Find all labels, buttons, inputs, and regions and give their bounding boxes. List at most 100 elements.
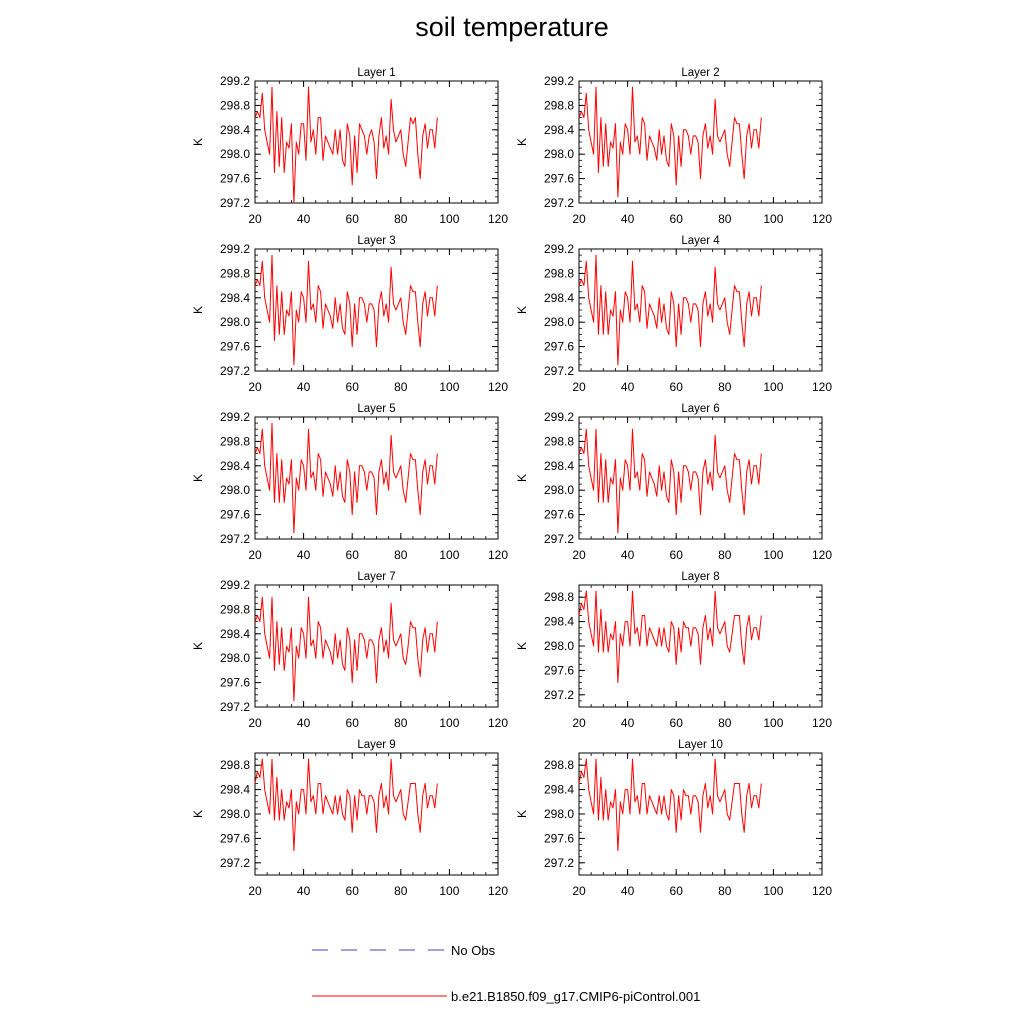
panel5-series-line — [254, 422, 438, 534]
panel9-y-tick-label: 297.2 — [220, 856, 250, 870]
panel5-y-tick-label: 297.6 — [220, 508, 250, 522]
panel6-y-axis-label: K — [515, 474, 529, 482]
panel5-x-tick-label: 80 — [394, 548, 408, 562]
panel9-x-tick-label: 20 — [248, 884, 262, 898]
panel1-y-tick-label: 298.4 — [220, 123, 250, 137]
panel4-y-tick-label: 298.8 — [544, 266, 574, 280]
panel8-x-tick-label: 40 — [621, 716, 635, 730]
panel7-title: Layer 7 — [357, 571, 395, 583]
panel1-x-tick-label: 100 — [439, 212, 459, 226]
panel2-x-tick-label: 60 — [670, 212, 684, 226]
panel3-title: Layer 3 — [357, 235, 395, 247]
panel5-x-tick-label: 120 — [488, 548, 508, 562]
panel4-y-tick-label: 297.6 — [544, 340, 574, 354]
panel6-y-tick-label: 299.2 — [544, 410, 574, 424]
panel7-y-tick-label: 297.6 — [220, 676, 250, 690]
panel2-x-tick-label: 80 — [718, 212, 732, 226]
panel5-x-tick-label: 20 — [248, 548, 262, 562]
panel8-y-tick-label: 298.8 — [544, 590, 574, 604]
panel1-y-tick-label: 299.2 — [220, 74, 250, 88]
panel10-x-tick-label: 40 — [621, 884, 635, 898]
panel6-series-line — [578, 428, 762, 534]
panel9-x-tick-label: 60 — [346, 884, 360, 898]
panel10-x-tick-label: 120 — [812, 884, 832, 898]
panel5-y-tick-label: 298.0 — [220, 483, 250, 497]
panel4-x-tick-label: 40 — [621, 380, 635, 394]
panel4-x-tick-label: 120 — [812, 380, 832, 394]
panel7-series-line — [254, 596, 438, 702]
panel7-y-tick-label: 298.8 — [220, 602, 250, 616]
panel6-x-tick-label: 40 — [621, 548, 635, 562]
panel6-y-tick-label: 298.8 — [544, 434, 574, 448]
panel4-y-axis-label: K — [515, 306, 529, 314]
panel1-y-tick-label: 297.2 — [220, 196, 250, 210]
panel2-x-tick-label: 100 — [763, 212, 783, 226]
panel1-x-tick-label: 40 — [297, 212, 311, 226]
panel8-y-tick-label: 297.2 — [544, 688, 574, 702]
panel8-y-tick-label: 298.0 — [544, 639, 574, 653]
panel3-y-tick-label: 297.6 — [220, 340, 250, 354]
panel5-y-tick-label: 299.2 — [220, 410, 250, 424]
panel3-y-tick-label: 298.4 — [220, 291, 250, 305]
legend-model-label: b.e21.B1850.f09_g17.CMIP6-piControl.001 — [451, 989, 700, 1004]
panel5-plot-frame — [254, 416, 499, 540]
panel2-plot-frame — [578, 80, 823, 204]
panel5-y-tick-label: 298.4 — [220, 459, 250, 473]
panel4-x-tick-label: 80 — [718, 380, 732, 394]
panel2-y-tick-label: 298.4 — [544, 123, 574, 137]
panel4-title: Layer 4 — [681, 235, 720, 247]
panel2-x-tick-label: 120 — [812, 212, 832, 226]
panel10-x-tick-label: 80 — [718, 884, 732, 898]
panel9-y-tick-label: 298.0 — [220, 807, 250, 821]
panel9-x-tick-label: 80 — [394, 884, 408, 898]
panel2-x-tick-label: 20 — [572, 212, 586, 226]
legend-no-obs-label: No Obs — [451, 943, 496, 958]
panel3-x-tick-label: 40 — [297, 380, 311, 394]
panel7-x-tick-label: 120 — [488, 716, 508, 730]
panel5-x-tick-label: 100 — [439, 548, 459, 562]
panel5-title: Layer 5 — [357, 403, 395, 415]
panel1-series-line — [254, 86, 438, 204]
panel3-x-tick-label: 100 — [439, 380, 459, 394]
panel6-y-tick-label: 297.2 — [544, 532, 574, 546]
panel10-y-tick-label: 298.0 — [544, 807, 574, 821]
panel1-x-tick-label: 20 — [248, 212, 262, 226]
panel2-y-axis-label: K — [515, 138, 529, 146]
panel2-series-line — [578, 86, 762, 198]
panel1-plot-frame — [254, 80, 499, 204]
panel6-y-tick-label: 297.6 — [544, 508, 574, 522]
panel6-title: Layer 6 — [681, 403, 719, 415]
panel2-y-tick-label: 298.8 — [544, 98, 574, 112]
panel5-x-tick-label: 40 — [297, 548, 311, 562]
panel7-x-tick-label: 20 — [248, 716, 262, 730]
panel3-x-tick-label: 80 — [394, 380, 408, 394]
panel8-x-tick-label: 100 — [763, 716, 783, 730]
panel7-x-tick-label: 100 — [439, 716, 459, 730]
panel10-y-tick-label: 297.2 — [544, 856, 574, 870]
panel4-y-tick-label: 297.2 — [544, 364, 574, 378]
panel9-x-tick-label: 40 — [297, 884, 311, 898]
panel7-y-tick-label: 298.0 — [220, 651, 250, 665]
panel7-y-tick-label: 299.2 — [220, 578, 250, 592]
panel10-y-axis-label: K — [515, 810, 529, 818]
panel6-x-tick-label: 20 — [572, 548, 586, 562]
panel8-x-tick-label: 80 — [718, 716, 732, 730]
panel9-x-tick-label: 100 — [439, 884, 459, 898]
panel4-x-tick-label: 20 — [572, 380, 586, 394]
panel7-x-tick-label: 40 — [297, 716, 311, 730]
panel4-y-tick-label: 298.4 — [544, 291, 574, 305]
panel1-x-tick-label: 80 — [394, 212, 408, 226]
panel7-x-tick-label: 60 — [346, 716, 360, 730]
panel10-x-tick-label: 100 — [763, 884, 783, 898]
panel3-y-tick-label: 297.2 — [220, 364, 250, 378]
panel6-x-tick-label: 60 — [670, 548, 684, 562]
panel2-x-tick-label: 40 — [621, 212, 635, 226]
panel2-y-tick-label: 297.6 — [544, 172, 574, 186]
panel10-x-tick-label: 60 — [670, 884, 684, 898]
panel3-x-tick-label: 20 — [248, 380, 262, 394]
panel9-x-tick-label: 120 — [488, 884, 508, 898]
panel1-y-tick-label: 298.8 — [220, 98, 250, 112]
panel5-y-tick-label: 298.8 — [220, 434, 250, 448]
panel10-series-line — [578, 758, 762, 852]
panel1-y-tick-label: 297.6 — [220, 172, 250, 186]
